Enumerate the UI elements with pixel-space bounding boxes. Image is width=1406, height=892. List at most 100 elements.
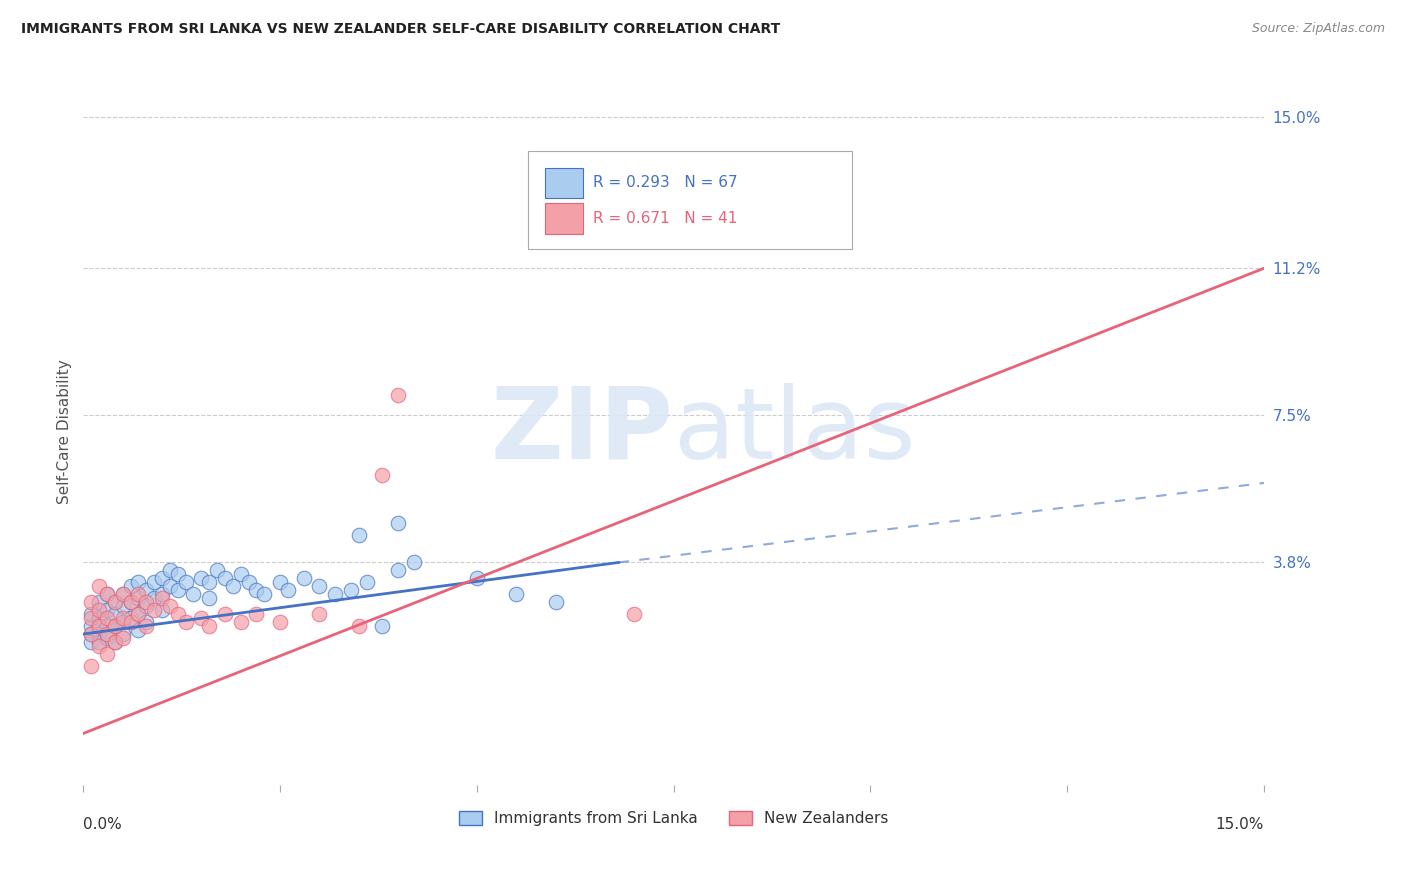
Point	[150, 571, 173, 585]
Point	[104, 619, 127, 633]
Point	[104, 635, 127, 649]
Point	[150, 587, 173, 601]
Point	[214, 571, 236, 585]
Point	[80, 595, 103, 609]
Point	[127, 607, 149, 622]
Point	[347, 527, 370, 541]
Point	[104, 595, 127, 609]
Point	[80, 607, 103, 622]
Point	[292, 571, 315, 585]
Point	[159, 599, 181, 614]
Point	[150, 603, 173, 617]
Point	[96, 611, 118, 625]
Point	[205, 563, 228, 577]
Point	[80, 627, 103, 641]
Point	[111, 627, 134, 641]
Point	[347, 619, 370, 633]
Point	[323, 587, 346, 601]
Point	[277, 583, 299, 598]
Y-axis label: Self-Care Disability: Self-Care Disability	[58, 359, 72, 504]
Point	[120, 579, 142, 593]
Point	[190, 611, 212, 625]
Point	[159, 579, 181, 593]
Point	[80, 658, 103, 673]
Point	[96, 587, 118, 601]
Text: 15.0%: 15.0%	[1216, 817, 1264, 832]
Point	[120, 611, 142, 625]
Point	[96, 619, 118, 633]
Point	[111, 599, 134, 614]
Point	[505, 587, 527, 601]
Point	[269, 615, 291, 629]
Point	[214, 607, 236, 622]
Point	[371, 619, 394, 633]
Point	[127, 607, 149, 622]
Point	[143, 591, 166, 606]
Point	[120, 595, 142, 609]
Legend: Immigrants from Sri Lanka, New Zealanders: Immigrants from Sri Lanka, New Zealander…	[451, 804, 896, 834]
Point	[87, 619, 110, 633]
Text: Source: ZipAtlas.com: Source: ZipAtlas.com	[1251, 22, 1385, 36]
Point	[87, 611, 110, 625]
Point	[198, 575, 221, 590]
Point	[183, 587, 205, 601]
Point	[87, 603, 110, 617]
Point	[387, 563, 409, 577]
Point	[245, 583, 267, 598]
Point	[190, 571, 212, 585]
Point	[96, 587, 118, 601]
Point	[544, 595, 567, 609]
Point	[253, 587, 276, 601]
Point	[87, 595, 110, 609]
Point	[222, 579, 245, 593]
Text: IMMIGRANTS FROM SRI LANKA VS NEW ZEALANDER SELF-CARE DISABILITY CORRELATION CHAR: IMMIGRANTS FROM SRI LANKA VS NEW ZEALAND…	[21, 22, 780, 37]
Point	[80, 619, 103, 633]
Point	[104, 635, 127, 649]
Point	[135, 583, 157, 598]
Point	[308, 607, 330, 622]
Point	[308, 579, 330, 593]
Point	[111, 611, 134, 625]
Point	[465, 571, 488, 585]
Point	[127, 623, 149, 637]
Point	[387, 516, 409, 530]
Text: 0.0%: 0.0%	[83, 817, 122, 832]
Text: ZIP: ZIP	[491, 383, 673, 480]
Point	[198, 619, 221, 633]
Point	[387, 388, 409, 402]
Point	[166, 607, 188, 622]
Point	[96, 603, 118, 617]
Point	[229, 615, 252, 629]
Point	[402, 556, 425, 570]
Point	[127, 587, 149, 601]
Point	[135, 615, 157, 629]
Point	[80, 627, 103, 641]
Point	[87, 627, 110, 641]
Point	[229, 567, 252, 582]
Point	[135, 595, 157, 609]
Point	[150, 591, 173, 606]
Point	[104, 619, 127, 633]
Point	[135, 619, 157, 633]
Point	[340, 583, 363, 598]
Point	[96, 631, 118, 645]
Text: atlas: atlas	[673, 383, 915, 480]
Point	[238, 575, 260, 590]
Point	[143, 575, 166, 590]
Text: R = 0.671   N = 41: R = 0.671 N = 41	[593, 211, 737, 226]
Point	[87, 619, 110, 633]
Point	[780, 169, 803, 184]
Point	[159, 563, 181, 577]
Point	[135, 599, 157, 614]
Point	[87, 639, 110, 653]
Point	[174, 615, 197, 629]
Point	[166, 583, 188, 598]
Point	[111, 587, 134, 601]
Point	[87, 579, 110, 593]
Point	[111, 631, 134, 645]
Point	[174, 575, 197, 590]
Point	[127, 575, 149, 590]
Point	[120, 615, 142, 629]
Point	[87, 635, 110, 649]
Point	[356, 575, 378, 590]
